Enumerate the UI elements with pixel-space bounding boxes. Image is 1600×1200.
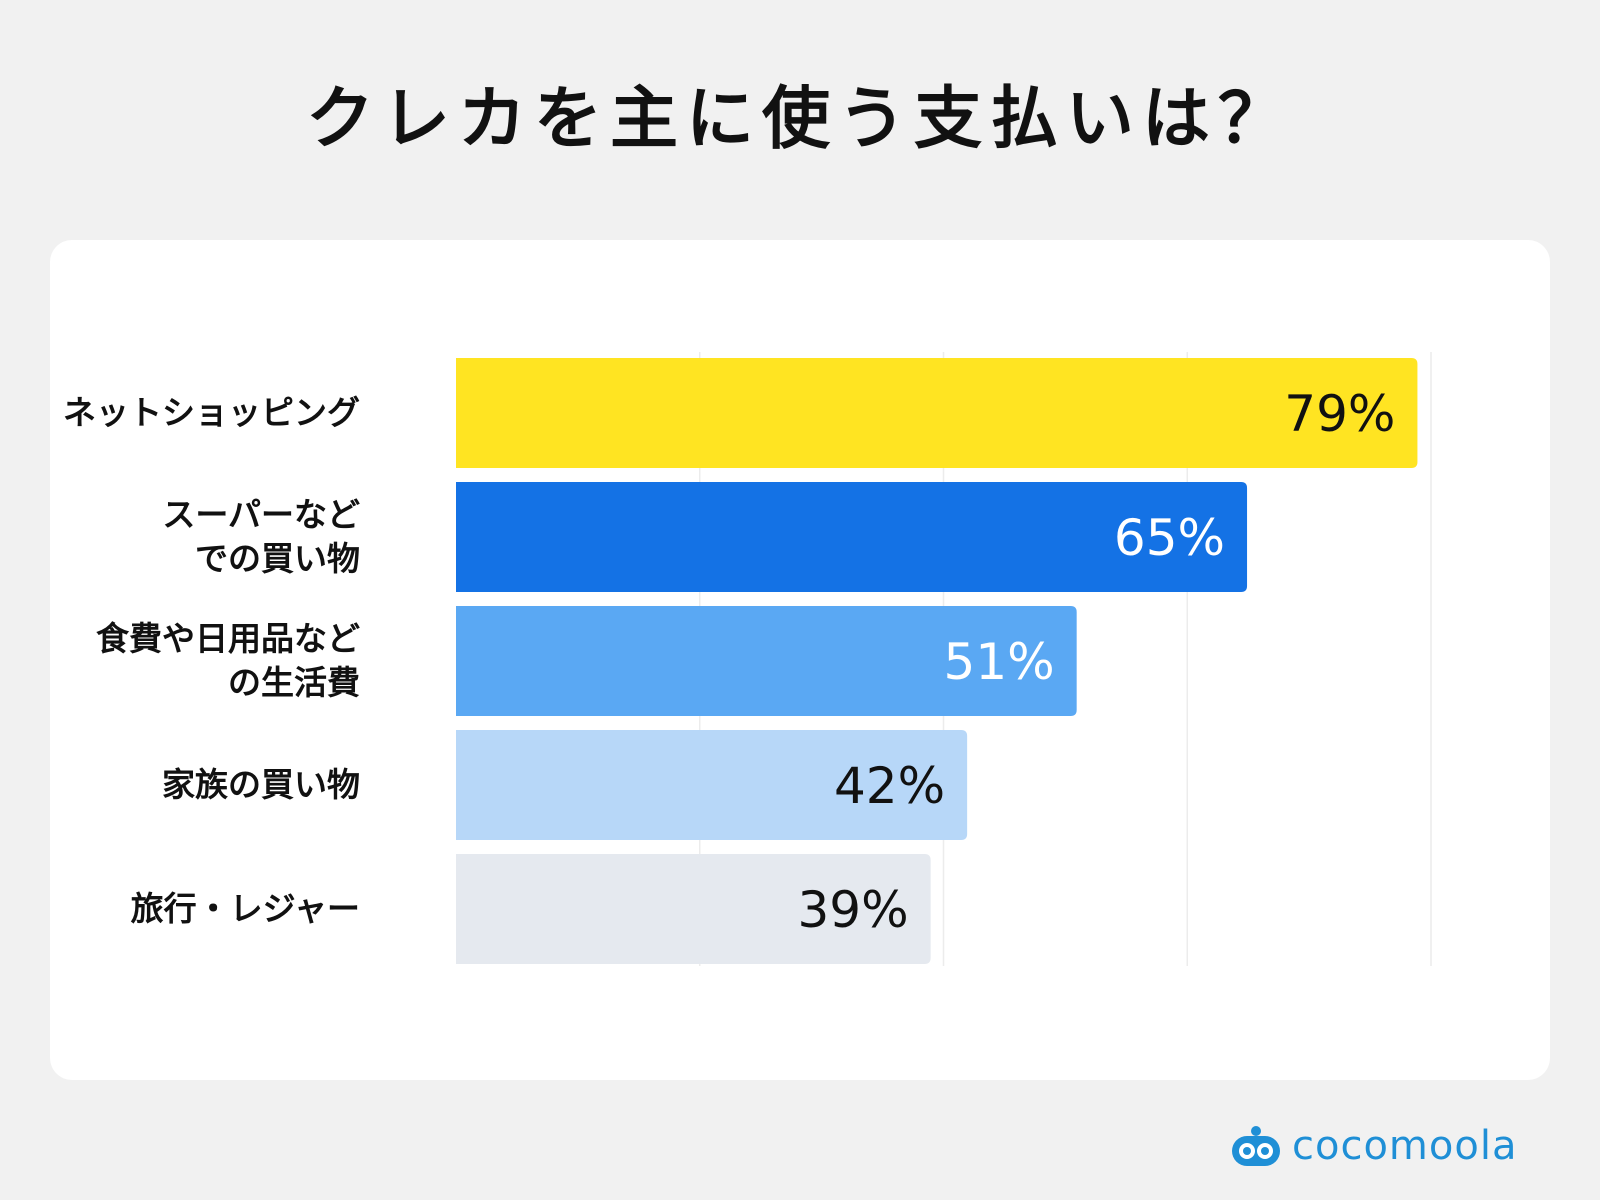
bar-value-label-3: 51% (944, 633, 1055, 691)
bar-value-label-5: 39% (797, 881, 908, 939)
bar-1 (456, 358, 1418, 468)
cocomoola-logo-icon (1232, 1126, 1280, 1166)
bar-3 (456, 606, 1077, 716)
category-label-2: スーパーなど での買い物 (162, 495, 360, 578)
bar-chart: 79% 65% 51% 42% 39% (456, 352, 1432, 966)
category-label-4: 家族の買い物 (162, 765, 360, 804)
brand-logo: cocomoola (1228, 1116, 1517, 1176)
bar-layer (456, 358, 1418, 964)
bar-value-label-1: 79% (1284, 385, 1395, 443)
bar-2 (456, 482, 1248, 592)
chart-title: クレカを主に使う支払いは？ (305, 80, 1294, 159)
chart-card: 79% 65% 51% 42% 39% ネットショッピングスーパーなど での買い物食費や… (50, 240, 1550, 1080)
bar-value-label-2: 65% (1114, 509, 1225, 567)
category-label-1: ネットショッピング (63, 393, 360, 432)
category-label-5: 旅行・レジャー (130, 889, 360, 928)
bar-4 (456, 730, 968, 840)
category-label-3: 食費や日用品など の生活費 (96, 619, 360, 702)
brand-name: cocomoola (1292, 1123, 1518, 1169)
bar-value-label-4: 42% (834, 757, 945, 815)
value-label-layer: 79% 65% 51% 42% 39% (797, 385, 1395, 939)
bar-5 (456, 854, 931, 964)
